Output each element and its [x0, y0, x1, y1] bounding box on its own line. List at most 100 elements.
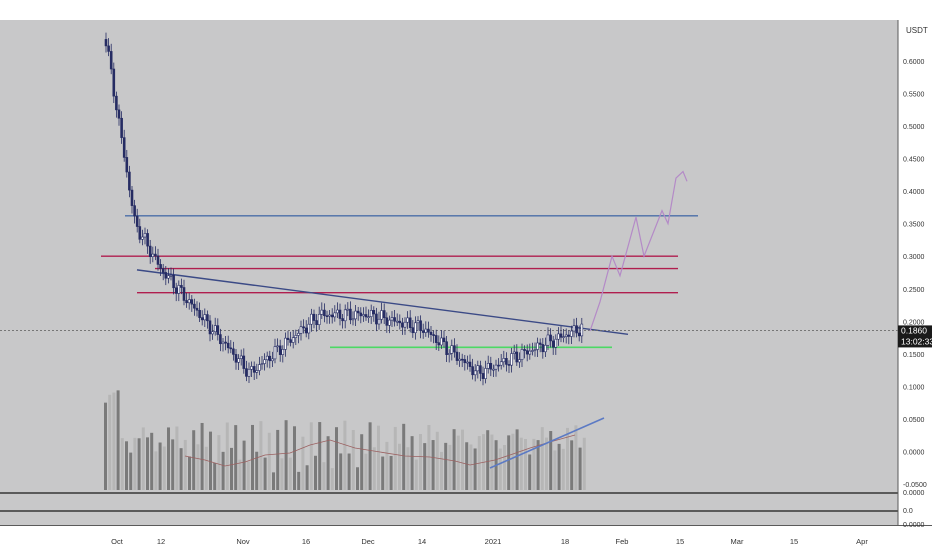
volume-bar: [339, 453, 343, 490]
candle-body: [416, 320, 420, 324]
candle-body: [206, 314, 209, 322]
lower-pane-tick: 0.0000: [903, 490, 925, 497]
candle-body: [286, 337, 290, 340]
volume-bar: [175, 426, 179, 490]
price-tick-label: -0.0500: [903, 482, 927, 489]
volume-bar: [259, 421, 263, 490]
volume-bar: [167, 427, 170, 490]
candle-body: [463, 359, 467, 364]
candle-body: [375, 313, 378, 325]
candle-body: [216, 325, 220, 335]
volume-bar: [276, 429, 280, 490]
volume-bar: [330, 468, 334, 490]
volume-bar: [456, 435, 460, 490]
candle-body: [273, 346, 277, 360]
price-tick-label: 0.3000: [903, 254, 925, 261]
candle-body: [130, 189, 134, 206]
candle-body: [424, 328, 428, 333]
candle-body: [195, 307, 199, 311]
volume-bar: [347, 453, 351, 490]
candle-body: [523, 349, 526, 351]
volume-bar: [574, 425, 578, 490]
candle-body: [390, 317, 394, 321]
candle-body: [515, 351, 519, 363]
candle-body: [294, 335, 298, 338]
volume-bar: [284, 420, 288, 490]
candle-body: [302, 326, 305, 329]
candle-body: [260, 363, 264, 365]
volume-trendline: [489, 417, 605, 469]
candle-body: [135, 215, 139, 227]
price-tick-label: 0.4500: [903, 157, 925, 164]
candle-body: [518, 359, 521, 363]
volume-bar: [393, 426, 397, 490]
volume-bar: [221, 451, 225, 490]
candle-body: [414, 322, 417, 334]
lower-pane-tick: 0.0000: [903, 522, 925, 529]
candle-body: [570, 330, 573, 337]
candle-body: [203, 314, 207, 321]
candle-body: [432, 334, 435, 336]
candle-body: [284, 337, 287, 350]
candle-body: [489, 362, 493, 370]
time-tick-label: 18: [561, 537, 569, 546]
candle-body: [476, 365, 480, 372]
candle-body: [323, 309, 326, 317]
candle-body: [445, 341, 448, 355]
candle-body: [112, 68, 116, 97]
candle-body: [528, 350, 532, 355]
price-tick-label: 0.1500: [903, 352, 925, 359]
time-axis-labels: Oct 12 Nov 16 Dec 14 2021 18 Feb 15 Mar 15 Apr: [111, 537, 868, 546]
volume-bar: [561, 448, 565, 490]
candle-body: [177, 285, 181, 294]
volume-bar: [557, 443, 561, 490]
volume-bar: [406, 447, 410, 490]
time-tick-label: Feb: [616, 537, 629, 546]
volume-bar: [137, 438, 141, 490]
candle-body: [159, 264, 162, 269]
volume-bar: [465, 442, 469, 490]
candle-body: [385, 317, 389, 326]
candle-body: [234, 354, 238, 363]
candle-body: [557, 333, 560, 340]
candle-body: [546, 334, 550, 346]
volume-bar: [440, 451, 443, 490]
volume-bar: [469, 444, 473, 490]
volume-bar: [272, 472, 275, 490]
volume-bar: [473, 448, 477, 490]
candle-body: [466, 361, 469, 364]
volume-bar: [305, 465, 309, 490]
volume-bar: [431, 440, 435, 490]
volume-bar: [196, 444, 200, 490]
candle-body: [520, 349, 524, 360]
volume-bar: [351, 430, 355, 490]
volume-bar: [578, 447, 582, 490]
candle-body: [471, 366, 474, 376]
candle-body: [403, 321, 407, 328]
volume-bar: [242, 440, 246, 490]
candle-body: [406, 317, 409, 323]
price-tick-label: 0.0000: [903, 450, 925, 457]
candle-body: [187, 299, 191, 304]
volume-bar: [309, 422, 313, 490]
volume-bar: [297, 471, 301, 490]
volume-bar: [293, 426, 296, 490]
candle-body: [245, 368, 248, 377]
candle-body: [411, 327, 415, 334]
candle-body: [180, 285, 183, 288]
price-axis-panel: [898, 0, 932, 550]
volume-bar: [414, 459, 418, 490]
candlesticks: [104, 32, 584, 386]
volume-bar: [188, 456, 191, 490]
candle-body: [486, 362, 490, 369]
candle-body: [354, 310, 357, 320]
price-tick-label: 0.5000: [903, 124, 925, 131]
volume-bar: [326, 436, 330, 490]
candle-body: [271, 358, 274, 362]
volume-bar: [150, 432, 154, 490]
price-tick-label: 0.5500: [903, 91, 925, 98]
candle-body: [362, 314, 365, 317]
countdown-value: 13:02:33: [901, 336, 932, 346]
